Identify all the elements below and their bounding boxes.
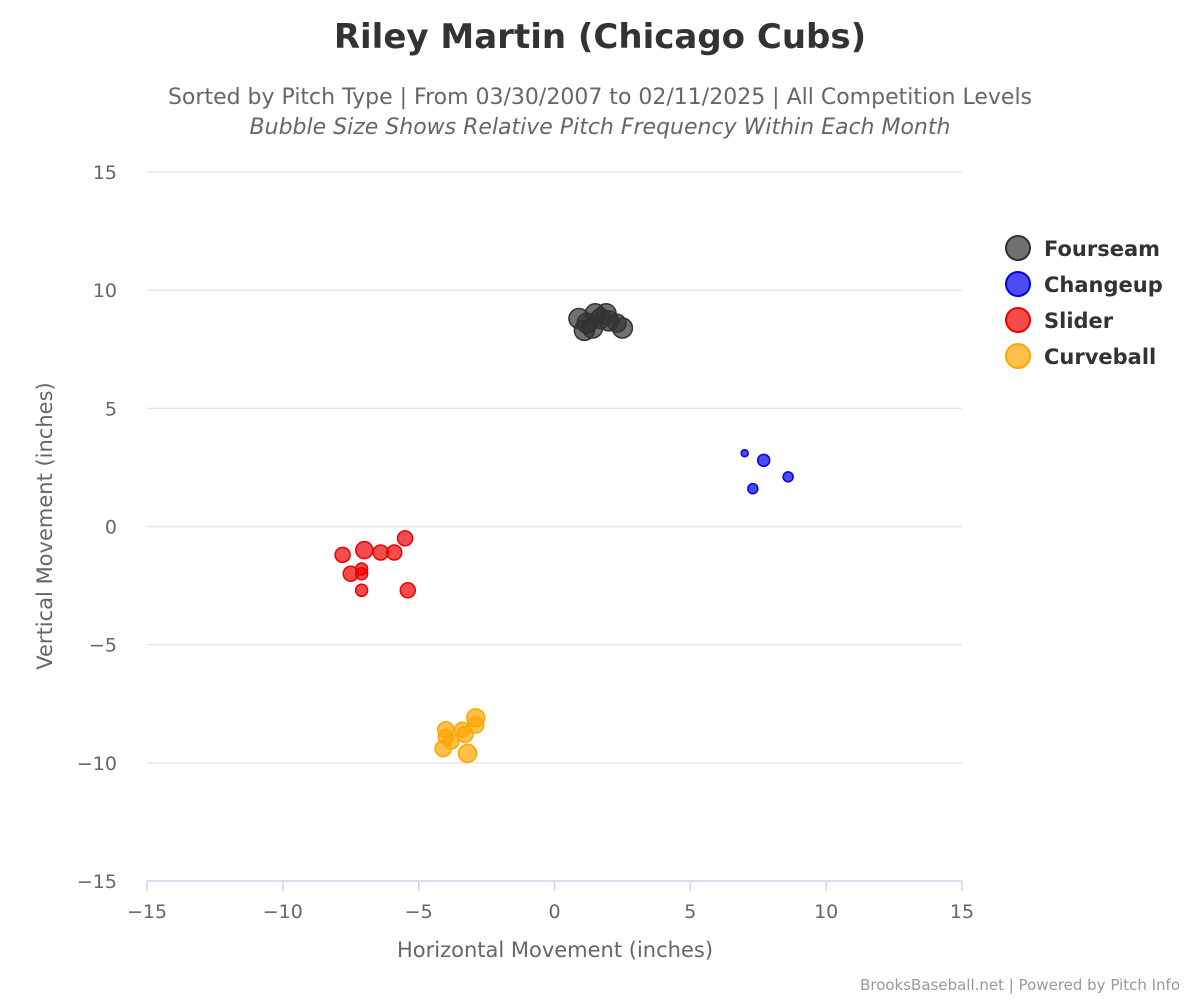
x-tick-label: 10 (814, 901, 838, 923)
changeup-point[interactable] (756, 453, 771, 468)
fourseam-point[interactable] (611, 317, 634, 339)
y-tick-label: 10 (93, 280, 117, 302)
legend-label-curveball[interactable]: Curveball (1044, 345, 1156, 369)
x-axis-title: Horizontal Movement (inches) (397, 938, 713, 962)
curveball-point[interactable] (434, 739, 452, 758)
curveball-point[interactable] (457, 743, 478, 764)
slider-point[interactable] (372, 544, 389, 561)
chart-subtitle-bubble-note: Bubble Size Shows Relative Pitch Frequen… (250, 115, 951, 140)
legend-marker-slider[interactable] (1005, 307, 1031, 333)
slider-point[interactable] (385, 544, 403, 561)
legend-marker-changeup[interactable] (1005, 271, 1031, 297)
x-tick-label: −10 (263, 901, 303, 923)
credit-text: BrooksBaseball.net | Powered by Pitch In… (860, 976, 1180, 994)
chart-title: Riley Martin (Chicago Cubs) (334, 17, 866, 57)
gridlines (147, 171, 962, 764)
x-tick-label: 0 (548, 901, 560, 923)
curveball-point[interactable] (456, 725, 474, 744)
legend-marker-fourseam[interactable] (1005, 235, 1031, 261)
legend-label-changeup[interactable]: Changeup (1044, 273, 1163, 297)
changeup-point[interactable] (747, 482, 759, 495)
y-tick-label: −5 (89, 635, 117, 657)
y-tick-label: −15 (77, 871, 117, 893)
legend-label-slider[interactable]: Slider (1044, 309, 1114, 333)
x-axis: −15 −10 −5 0 5 10 15 (127, 880, 974, 923)
plot-points (334, 303, 794, 764)
changeup-point[interactable] (740, 448, 749, 458)
slider-point[interactable] (396, 530, 414, 547)
y-tick-label: 15 (93, 162, 117, 184)
chart-subtitle: Sorted by Pitch Type | From 03/30/2007 t… (168, 85, 1032, 110)
slider-point[interactable] (355, 540, 374, 560)
y-axis-ticks: 15 10 5 0 −5 −10 −15 (77, 162, 117, 893)
x-tick-label: −15 (127, 901, 167, 923)
x-tick-label: 15 (950, 901, 974, 923)
slider-point[interactable] (334, 546, 351, 564)
legend: Fourseam Changeup Slider Curveball (1005, 235, 1163, 369)
changeup-point[interactable] (782, 471, 794, 483)
y-tick-label: −10 (77, 753, 117, 775)
legend-label-fourseam[interactable]: Fourseam (1044, 237, 1160, 261)
legend-marker-curveball[interactable] (1005, 343, 1031, 369)
x-tick-label: −5 (405, 901, 433, 923)
y-tick-label: 5 (105, 398, 117, 420)
slider-point[interactable] (354, 583, 369, 598)
y-tick-label: 0 (105, 517, 117, 539)
slider-point[interactable] (399, 582, 417, 599)
y-axis-title: Vertical Movement (inches) (33, 382, 57, 669)
x-tick-label: 5 (684, 901, 696, 923)
slider-point[interactable] (342, 565, 359, 583)
